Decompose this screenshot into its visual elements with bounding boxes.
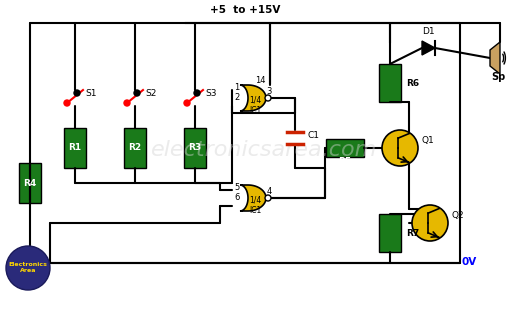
FancyBboxPatch shape <box>19 163 41 203</box>
Text: Q1: Q1 <box>422 136 435 145</box>
Text: R5: R5 <box>339 157 352 167</box>
Circle shape <box>184 100 190 106</box>
Circle shape <box>64 100 70 106</box>
Circle shape <box>6 246 50 290</box>
Text: 6: 6 <box>234 193 240 202</box>
Text: Area: Area <box>20 269 36 274</box>
Text: 5: 5 <box>234 183 240 192</box>
FancyBboxPatch shape <box>326 139 364 157</box>
Text: +5  to +15V: +5 to +15V <box>210 5 280 15</box>
Circle shape <box>74 90 80 96</box>
Circle shape <box>124 100 130 106</box>
Text: S3: S3 <box>205 89 216 98</box>
Text: R4: R4 <box>23 178 37 187</box>
Circle shape <box>265 195 271 201</box>
Circle shape <box>265 95 271 101</box>
Text: electronicsarea.com: electronicsarea.com <box>151 140 377 160</box>
FancyBboxPatch shape <box>379 214 401 252</box>
Circle shape <box>194 90 200 96</box>
FancyBboxPatch shape <box>124 128 146 168</box>
Text: R7: R7 <box>406 228 419 238</box>
Text: 1/4
IC1: 1/4 IC1 <box>249 95 261 115</box>
Polygon shape <box>240 85 266 111</box>
Polygon shape <box>490 42 500 74</box>
Text: Electronics: Electronics <box>8 261 48 266</box>
Text: D1: D1 <box>422 27 434 36</box>
Text: S2: S2 <box>145 89 157 98</box>
Text: 0V: 0V <box>462 257 477 267</box>
Text: 4: 4 <box>267 187 272 196</box>
Text: Sp: Sp <box>491 72 505 82</box>
Text: R2: R2 <box>129 143 142 152</box>
Text: S1: S1 <box>85 89 96 98</box>
Text: 14: 14 <box>255 76 265 85</box>
FancyBboxPatch shape <box>64 128 86 168</box>
Text: Q2: Q2 <box>452 211 464 220</box>
FancyBboxPatch shape <box>184 128 206 168</box>
Text: R1: R1 <box>68 143 81 152</box>
Polygon shape <box>240 185 266 211</box>
Text: 1/4
IC1: 1/4 IC1 <box>249 196 261 215</box>
Text: 2: 2 <box>234 93 240 102</box>
Circle shape <box>134 90 140 96</box>
Polygon shape <box>422 41 435 55</box>
Text: R3: R3 <box>188 143 202 152</box>
Text: 3: 3 <box>267 87 272 96</box>
Text: 1: 1 <box>234 83 240 92</box>
Text: C1: C1 <box>307 131 319 140</box>
Text: R6: R6 <box>406 79 419 88</box>
Circle shape <box>382 130 418 166</box>
FancyBboxPatch shape <box>379 64 401 102</box>
Circle shape <box>412 205 448 241</box>
